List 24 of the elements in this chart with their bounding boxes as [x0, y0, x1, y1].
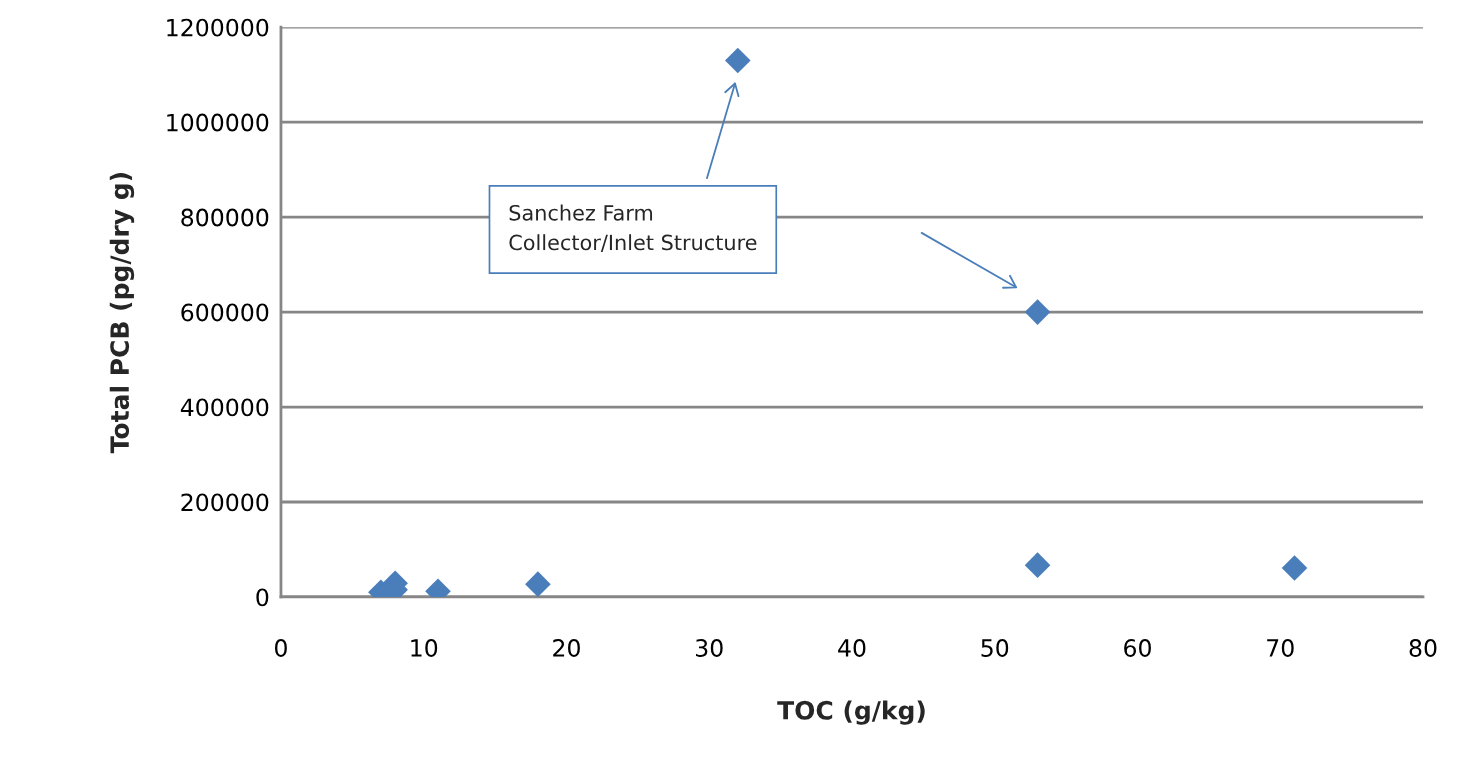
- x-tick-label: 80: [1409, 639, 1437, 657]
- x-axis-title: TOC (g/kg): [777, 700, 925, 725]
- x-tick-label: 20: [553, 639, 580, 657]
- y-tick-label: 1200000: [167, 18, 269, 37]
- point: [1281, 555, 1308, 581]
- x-tick-label: 30: [696, 639, 723, 657]
- y-tick-label: 0: [256, 588, 269, 607]
- x-tick-label: 50: [981, 639, 1009, 657]
- point: [724, 47, 751, 74]
- annotation: Sanchez Farm Collector/Inlet Structure: [509, 204, 757, 252]
- x-tick-label: 60: [1124, 639, 1151, 657]
- y-tick-label: 1000000: [167, 113, 269, 132]
- y-tick-label: 600000: [181, 303, 269, 322]
- x-tick-label: 0: [275, 639, 287, 657]
- point: [1024, 299, 1051, 325]
- x-tick-label: 40: [838, 639, 866, 657]
- y-tick-label: 200000: [181, 493, 269, 512]
- y-tick-label: 800000: [181, 208, 269, 227]
- point: [1024, 552, 1051, 578]
- y-tick-label: 400000: [180, 398, 269, 417]
- x-tick-label: 70: [1267, 639, 1294, 657]
- y-axis-title: Total PCB (pg/dry g): [109, 173, 135, 454]
- point: [525, 571, 551, 597]
- x-tick-label: 10: [411, 639, 438, 657]
